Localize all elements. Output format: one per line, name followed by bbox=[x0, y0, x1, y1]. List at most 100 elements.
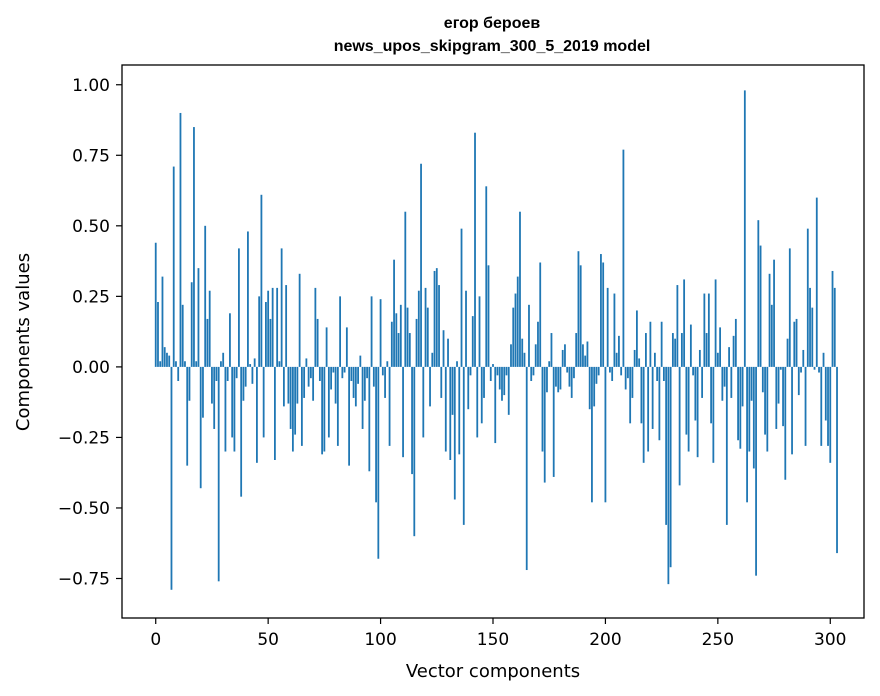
bar-153 bbox=[498, 366, 501, 390]
bar-127 bbox=[440, 366, 443, 398]
bar-75 bbox=[323, 366, 326, 452]
bar-249 bbox=[714, 279, 717, 367]
bar-295 bbox=[818, 366, 820, 373]
bar-27 bbox=[215, 366, 218, 381]
bar-179 bbox=[557, 366, 560, 393]
bar-167 bbox=[530, 366, 533, 381]
bar-202 bbox=[609, 366, 611, 373]
bar-293 bbox=[813, 366, 816, 370]
bar-192 bbox=[586, 341, 589, 367]
bar-73 bbox=[318, 366, 321, 381]
bar-147 bbox=[485, 186, 488, 367]
bar-212 bbox=[631, 366, 634, 398]
bar-298 bbox=[824, 366, 827, 421]
y-tick-label: 0.50 bbox=[72, 217, 110, 237]
bar-168 bbox=[532, 366, 535, 376]
bar-33 bbox=[229, 313, 231, 367]
bar-89 bbox=[354, 366, 357, 407]
y-tick-label: 0.00 bbox=[72, 358, 110, 378]
bar-125 bbox=[435, 268, 438, 367]
bar-98 bbox=[375, 366, 377, 503]
bar-264 bbox=[748, 366, 751, 452]
bar-116 bbox=[415, 318, 418, 367]
bar-228 bbox=[667, 366, 670, 585]
bar-163 bbox=[521, 338, 524, 367]
bar-271 bbox=[764, 366, 766, 435]
bar-174 bbox=[546, 366, 548, 393]
bar-181 bbox=[561, 349, 564, 367]
bar-190 bbox=[582, 344, 584, 367]
bar-80 bbox=[334, 366, 337, 404]
bar-180 bbox=[559, 366, 562, 390]
bar-106 bbox=[393, 259, 395, 367]
bar-296 bbox=[820, 366, 823, 446]
bar-294 bbox=[815, 197, 818, 367]
bar-129 bbox=[444, 366, 447, 452]
bar-2 bbox=[159, 361, 162, 367]
bar-36 bbox=[235, 366, 238, 379]
bar-223 bbox=[656, 366, 659, 381]
bar-269 bbox=[759, 245, 762, 367]
bar-3 bbox=[161, 276, 164, 367]
bar-224 bbox=[658, 366, 661, 441]
bar-107 bbox=[395, 313, 398, 367]
bar-21 bbox=[202, 366, 204, 418]
bar-102 bbox=[384, 366, 386, 398]
bar-61 bbox=[291, 366, 294, 452]
bar-119 bbox=[422, 366, 425, 438]
bar-188 bbox=[577, 251, 580, 367]
bar-90 bbox=[357, 366, 359, 384]
y-tick-label: −0.25 bbox=[58, 428, 110, 448]
bar-123 bbox=[431, 352, 434, 367]
bar-30 bbox=[222, 352, 225, 367]
bar-58 bbox=[285, 285, 288, 367]
bar-110 bbox=[402, 366, 404, 458]
bar-101 bbox=[381, 366, 384, 376]
bar-137 bbox=[462, 366, 465, 525]
bar-272 bbox=[766, 366, 769, 452]
bar-7 bbox=[170, 366, 173, 590]
bar-142 bbox=[474, 132, 476, 367]
bar-0 bbox=[154, 242, 157, 367]
bar-108 bbox=[397, 333, 400, 367]
bar-114 bbox=[411, 366, 413, 475]
bar-91 bbox=[359, 355, 362, 367]
bar-71 bbox=[314, 287, 317, 367]
y-tick-label: −0.75 bbox=[58, 570, 110, 590]
bar-198 bbox=[600, 254, 602, 367]
bar-209 bbox=[624, 366, 627, 390]
bar-41 bbox=[247, 231, 249, 367]
bars-group bbox=[154, 90, 838, 590]
bar-133 bbox=[453, 366, 456, 500]
bar-233 bbox=[678, 366, 681, 486]
bar-281 bbox=[786, 338, 789, 367]
bar-115 bbox=[413, 366, 416, 537]
bar-219 bbox=[647, 366, 650, 452]
bar-6 bbox=[168, 355, 171, 367]
bar-247 bbox=[710, 366, 712, 424]
bar-138 bbox=[465, 290, 467, 367]
x-tick-label: 100 bbox=[364, 630, 396, 650]
bar-38 bbox=[240, 366, 243, 497]
bar-155 bbox=[503, 366, 506, 396]
bar-158 bbox=[510, 344, 512, 367]
x-tick-label: 150 bbox=[477, 630, 509, 650]
bar-88 bbox=[352, 366, 355, 398]
bar-286 bbox=[797, 366, 800, 396]
bar-229 bbox=[669, 366, 672, 568]
bar-77 bbox=[327, 366, 330, 438]
bar-18 bbox=[195, 361, 198, 367]
bar-227 bbox=[665, 366, 668, 525]
plot-frame bbox=[121, 64, 865, 619]
bar-1 bbox=[157, 302, 159, 367]
bar-235 bbox=[683, 279, 686, 367]
bar-292 bbox=[811, 307, 814, 367]
bar-214 bbox=[636, 310, 638, 367]
bar-265 bbox=[750, 366, 753, 401]
bar-297 bbox=[822, 352, 825, 367]
bar-103 bbox=[386, 361, 389, 367]
bar-215 bbox=[638, 358, 641, 367]
bar-86 bbox=[348, 366, 350, 466]
bar-83 bbox=[341, 366, 344, 379]
